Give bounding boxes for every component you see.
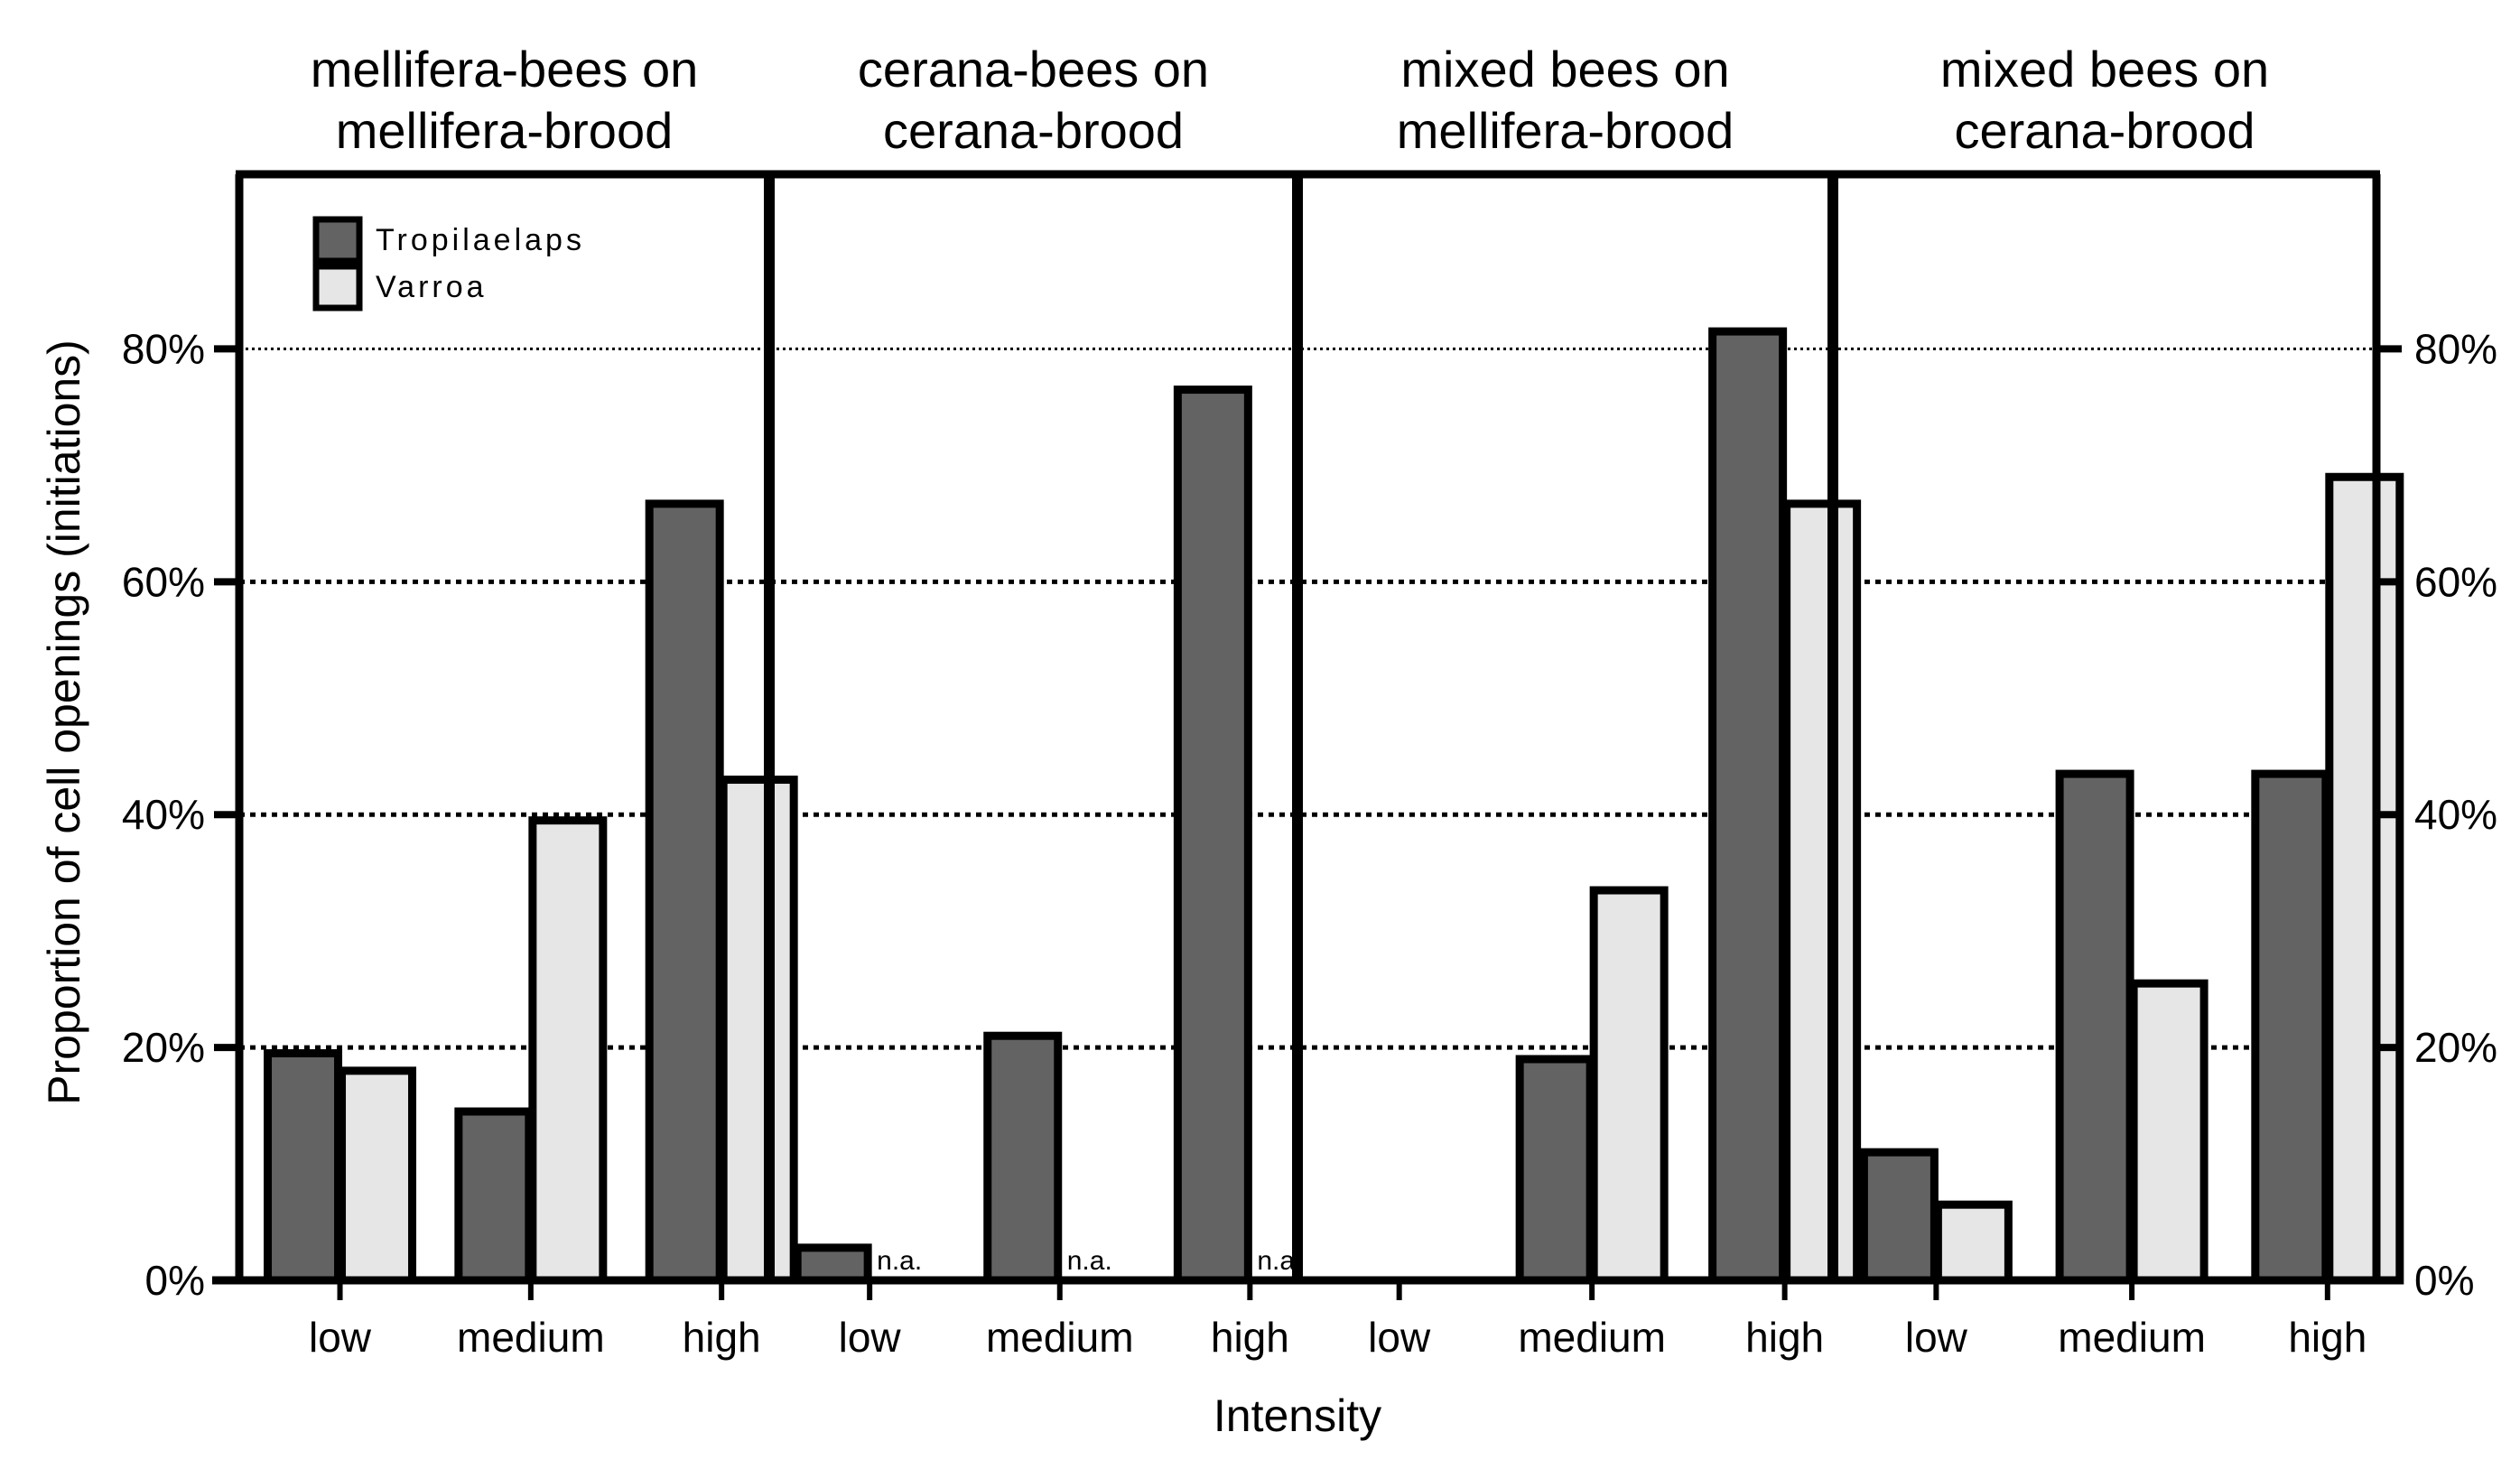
y-tick-label-right: 80% <box>2414 325 2497 372</box>
bar-tropilaelaps-low <box>1859 1148 1939 1285</box>
bar-tropilaelaps-low <box>264 1049 343 1285</box>
x-tick-label-medium: medium <box>2058 1314 2206 1361</box>
panel-title-line: cerana-bees on <box>858 41 1209 98</box>
bar-tropilaelaps-medium <box>983 1031 1063 1285</box>
y-tick-label-left: 20% <box>122 1024 205 1071</box>
na-label: n.a. <box>877 1246 922 1276</box>
bar-tropilaelaps-medium <box>2055 769 2134 1285</box>
panel-title-line: mellifera-bees on <box>311 41 699 98</box>
bar-varroa-high <box>719 776 798 1285</box>
bar-tropilaelaps-medium <box>454 1107 534 1285</box>
x-tick-label-low: low <box>839 1314 902 1361</box>
bar-varroa-medium <box>528 816 608 1285</box>
bar-varroa-low <box>1933 1200 2013 1285</box>
bar-tropilaelaps-high <box>645 499 724 1285</box>
bar-tropilaelaps-low <box>793 1243 872 1285</box>
bar-varroa-medium <box>1589 886 1669 1285</box>
y-tick-label-right: 0% <box>2414 1257 2474 1304</box>
x-tick-label-high: high <box>2288 1314 2367 1361</box>
x-tick-label-low: low <box>1368 1314 1431 1361</box>
na-label: n.a. <box>1067 1246 1112 1276</box>
x-tick-label-high: high <box>683 1314 761 1361</box>
bar-tropilaelaps-high <box>1173 386 1252 1285</box>
panel-title-line: mellifera-brood <box>1397 102 1734 159</box>
y-tick-label-right: 20% <box>2414 1024 2497 1071</box>
bar-tropilaelaps-high <box>2251 769 2330 1285</box>
panel-title-line: mixed bees on <box>1400 41 1729 98</box>
bar-varroa-high <box>2325 472 2404 1285</box>
bar-varroa-medium <box>2129 979 2208 1285</box>
y-tick-label-left: 0% <box>145 1257 205 1304</box>
x-tick-label-high: high <box>1211 1314 1289 1361</box>
x-tick-label-medium: medium <box>457 1314 605 1361</box>
legend-swatch-varroa <box>312 263 363 312</box>
y-tick-label-right: 40% <box>2414 791 2497 838</box>
x-tick-label-low: low <box>309 1314 372 1361</box>
x-tick-label-medium: medium <box>1518 1314 1666 1361</box>
x-tick-label-low: low <box>1905 1314 1968 1361</box>
legend-label-tropilaelaps: Tropilaelaps <box>376 223 585 257</box>
bar-varroa-low <box>338 1066 417 1285</box>
legend-label-varroa: Varroa <box>376 270 488 304</box>
panel-title-line: mellifera-brood <box>336 102 674 159</box>
y-tick-label-left: 60% <box>122 558 205 605</box>
x-tick-label-high: high <box>1745 1314 1824 1361</box>
panel-title-line: cerana-brood <box>883 102 1184 159</box>
panel-title-line: cerana-brood <box>1954 102 2255 159</box>
bar-varroa-high <box>1782 499 1862 1285</box>
x-tick-label-medium: medium <box>986 1314 1134 1361</box>
bar-tropilaelaps-medium <box>1515 1055 1595 1285</box>
legend-swatch-tropilaelaps <box>312 216 363 265</box>
y-tick-label-right: 60% <box>2414 558 2497 605</box>
y-axis-title: Proportion of cell openings (initiations… <box>39 339 89 1105</box>
x-axis-title: Intensity <box>1214 1390 1381 1441</box>
bar-tropilaelaps-high <box>1708 327 1788 1285</box>
y-tick-label-left: 40% <box>122 791 205 838</box>
y-tick-label-left: 80% <box>122 325 205 372</box>
panel-title-line: mixed bees on <box>1940 41 2269 98</box>
